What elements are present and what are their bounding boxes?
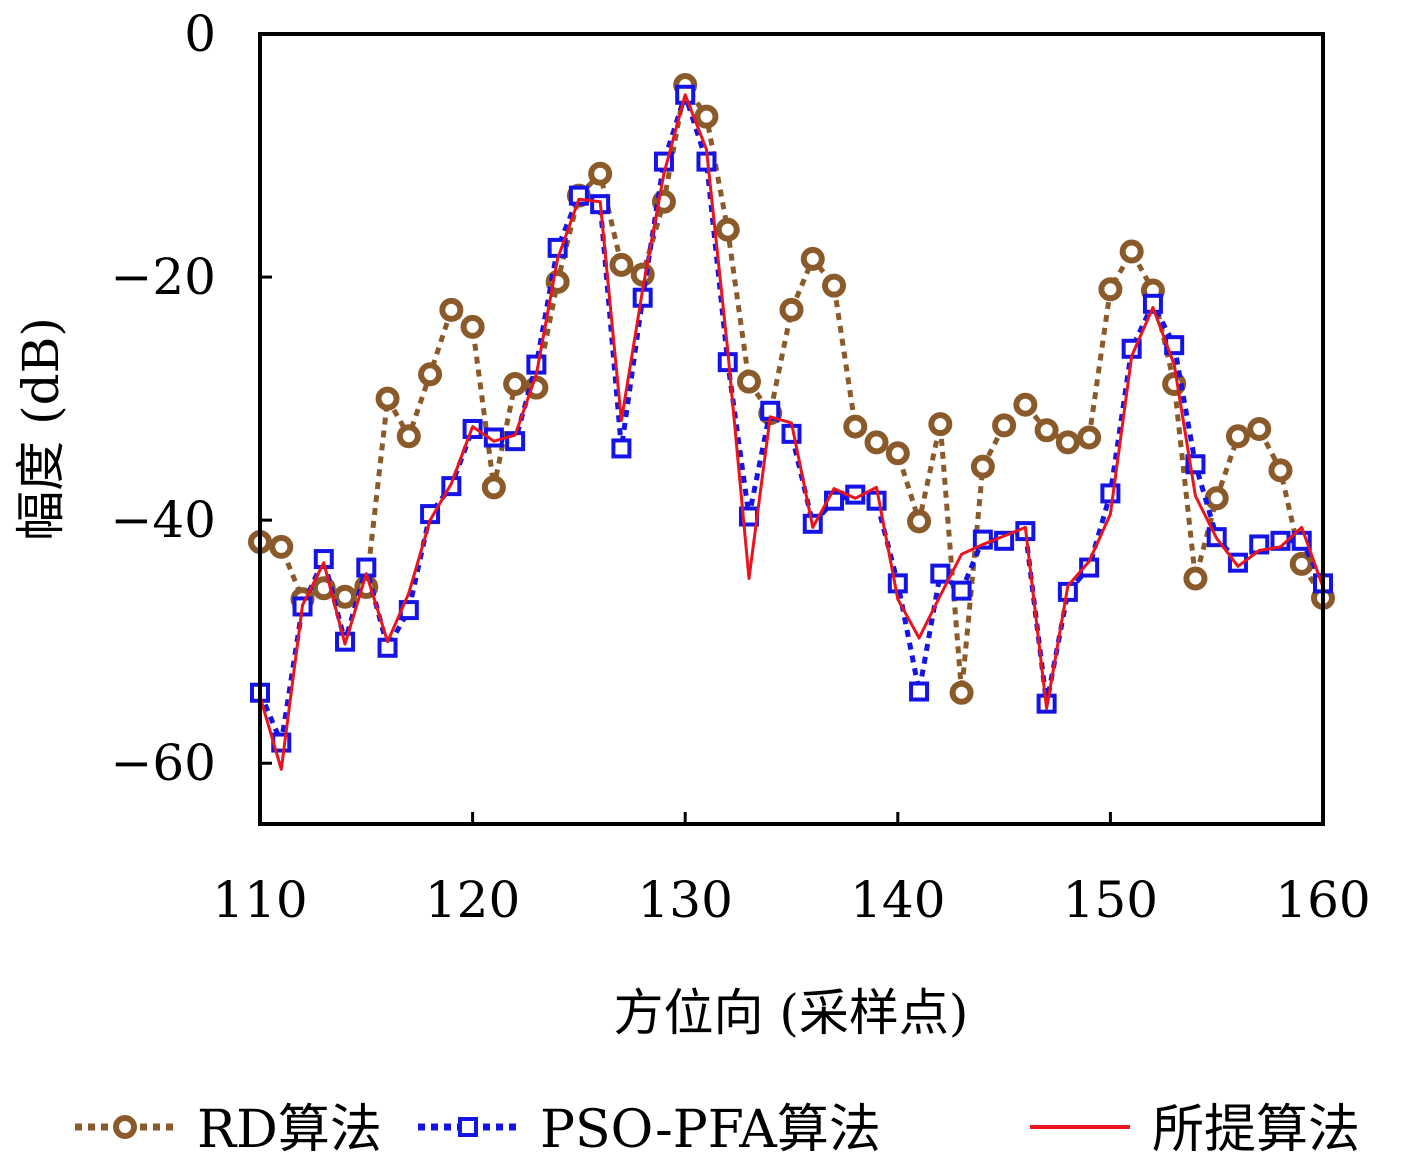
data-point	[1204, 486, 1229, 511]
data-point	[843, 414, 868, 439]
data-point	[460, 314, 485, 339]
data-point	[1183, 566, 1208, 591]
legend-item: RD算法	[75, 1100, 382, 1160]
x-tick-label: 140	[850, 871, 945, 929]
x-tick-label: 130	[637, 871, 732, 929]
data-point	[928, 412, 953, 437]
data-point	[930, 563, 951, 584]
ticks-layer: 110 120 130 140 150 160 0 −20 −40 −60	[110, 5, 1370, 929]
legend-item: PSO-PFA算法	[418, 1100, 881, 1160]
data-point	[1100, 483, 1121, 504]
data-point	[1055, 430, 1080, 455]
x-tick-label: 160	[1275, 871, 1370, 929]
y-tick-label: −60	[110, 734, 216, 792]
data-point	[992, 413, 1017, 438]
legend-label: 所提算法	[1152, 1100, 1360, 1160]
series-line	[259, 82, 1326, 696]
data-point	[885, 441, 910, 466]
plot-frame	[258, 32, 1325, 826]
series-1	[250, 84, 1333, 753]
legend-label: PSO-PFA算法	[540, 1100, 881, 1160]
data-point	[481, 475, 506, 500]
y-tick-label: −40	[110, 491, 216, 549]
series-line	[257, 92, 1326, 746]
data-point	[970, 454, 995, 479]
data-point	[951, 580, 972, 601]
data-point	[694, 104, 719, 129]
data-point	[779, 297, 804, 322]
data-point	[418, 362, 443, 387]
legend-marker	[113, 1115, 137, 1139]
legend-item: 所提算法	[1030, 1100, 1360, 1160]
data-point	[1077, 425, 1102, 450]
data-point	[864, 430, 889, 455]
data-point	[1098, 277, 1123, 302]
data-point	[1119, 239, 1144, 264]
data-point	[800, 246, 825, 271]
data-point	[1225, 424, 1250, 449]
data-point	[503, 372, 528, 397]
y-tick-label: 0	[184, 5, 216, 63]
data-point	[1013, 392, 1038, 417]
data-point	[611, 438, 632, 459]
data-point	[1289, 551, 1314, 576]
legend: RD算法 PSO-PFA算法 所提算法	[75, 1100, 1360, 1160]
x-axis-title: 方位向 (采样点)	[614, 984, 969, 1042]
data-point	[588, 161, 613, 186]
legend-label: RD算法	[197, 1100, 382, 1160]
data-point	[1034, 418, 1059, 443]
data-point	[375, 386, 400, 411]
x-tick-label: 150	[1063, 871, 1158, 929]
x-tick-label: 110	[212, 871, 307, 929]
data-point	[630, 262, 655, 287]
data-point	[1268, 458, 1293, 483]
data-point	[949, 680, 974, 705]
data-point	[715, 217, 740, 242]
data-point	[907, 509, 932, 534]
data-point	[909, 681, 930, 702]
data-point	[1247, 417, 1272, 441]
data-point	[439, 297, 464, 322]
data-point	[822, 273, 847, 298]
x-tick-label: 120	[425, 871, 520, 929]
y-tick-label: −20	[110, 248, 216, 306]
data-point	[609, 252, 634, 277]
series-2	[258, 93, 1325, 771]
data-point	[269, 534, 294, 559]
series-layer	[248, 73, 1335, 771]
data-point	[333, 584, 358, 609]
data-point	[736, 369, 761, 394]
legend-marker	[458, 1117, 478, 1137]
series-line	[258, 93, 1325, 771]
data-point	[396, 424, 421, 449]
y-axis-title: 幅度 (dB)	[12, 317, 70, 541]
